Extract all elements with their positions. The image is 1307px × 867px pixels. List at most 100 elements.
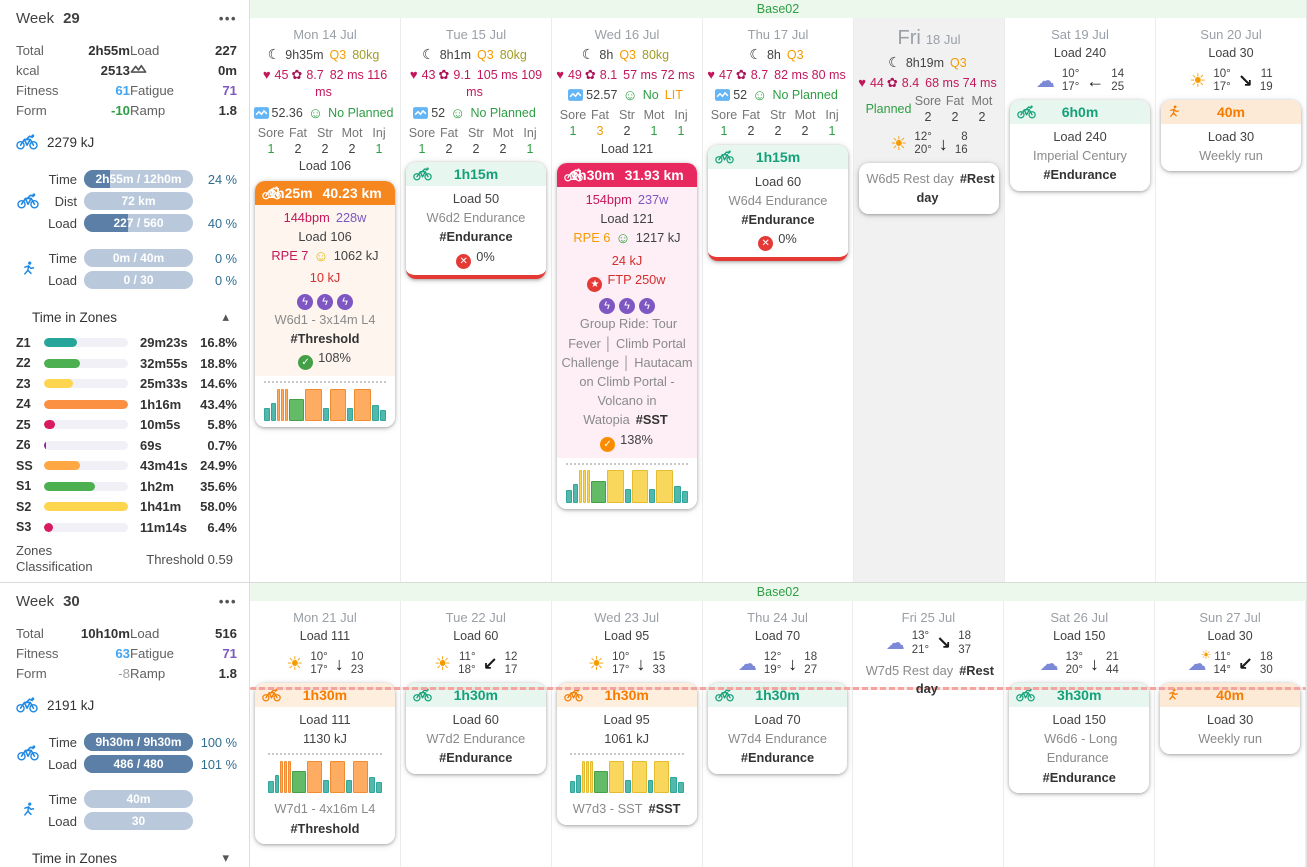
zone-time: 69s — [140, 437, 162, 453]
day-header-line: Load 150 — [1007, 628, 1151, 646]
workout-card[interactable]: 6h0m Load 240 Imperial Century #Endurance — [1010, 100, 1150, 191]
day-column: Fri 18 Jul ☾ 8h19m Q3 ♥ 44 ✿ 8.4 68 ms 74 ms Plann… — [854, 18, 1005, 582]
workout-card[interactable]: 1h25m 40.23 km 144bpm 228w Load 106 RPE 7 ☺ 106… — [255, 180, 395, 428]
target-bar-text: 0m / 40m — [112, 251, 165, 265]
time-in-zones-header[interactable]: Time in Zones ▾ — [16, 850, 237, 866]
card-line: ✓ 138% — [561, 430, 693, 452]
zone-row: S3 11m14s 6.4% — [16, 520, 237, 535]
day-column: Sat 19 Jul Load 240 ☁ 10° 17° ← 14 25 6h0m Load 2… — [1005, 18, 1156, 582]
workout-card[interactable]: 1h30m Load 95 1061 kJ W7d3 - SST #SST — [556, 683, 697, 825]
workout-card[interactable]: 40m Load 30 Weekly run — [1160, 683, 1301, 755]
profile-bar — [323, 779, 329, 794]
text-segment: #Endurance — [439, 750, 513, 766]
week-menu-button[interactable]: ••• — [218, 594, 237, 609]
wellness-labels: Sore Fat Str Mot Inj — [560, 107, 695, 123]
temp-low: 10° — [612, 650, 630, 663]
wind-speed: 12 17 — [505, 651, 518, 679]
runner-icon — [22, 261, 35, 277]
wellness-value: 2 — [445, 141, 453, 156]
wellness-labels: Sore Fat Str Mot Inj — [711, 107, 846, 123]
week-number: 29 — [63, 10, 80, 27]
text-segment: Q3 — [786, 48, 804, 62]
temperature-range: 10° 17° — [1062, 68, 1079, 96]
zone-row: S2 1h41m 58.0% — [16, 499, 237, 514]
card-line: W6d4 Endurance — [712, 191, 844, 210]
workout-card[interactable]: 1h30m Load 70 W7d4 Endurance #Endurance — [707, 683, 848, 774]
weather-forecast: ☁ 12° 19° ↓ 18 27 — [706, 651, 850, 679]
card-duration: 1h30m — [570, 167, 615, 184]
rest-day-text: W6d5 Rest day #Rest day — [863, 169, 995, 207]
time-in-zones-header[interactable]: Time in Zones ▴ — [16, 309, 237, 325]
wind-avg: 10 — [350, 650, 364, 663]
text-segment: 9h35m — [285, 48, 324, 62]
zone-percent: 24.9% — [200, 458, 237, 473]
weather-forecast: ☀ 12° 20° ↓ 8 16 — [857, 131, 1001, 159]
zone-percent: 6.4% — [207, 519, 237, 535]
stat-label: Load — [130, 626, 160, 641]
rest-day-card[interactable]: W6d5 Rest day #Rest day — [859, 163, 999, 214]
wind-gust: 44 — [1106, 664, 1119, 677]
zone-percent: 43.4% — [200, 396, 237, 412]
text-segment: 0% — [778, 231, 797, 247]
text-segment: Load 30 — [1208, 46, 1254, 60]
profile-target-line — [569, 753, 684, 756]
target-bar-percent: 0 % — [214, 272, 237, 288]
text-segment: 80kg — [499, 48, 527, 62]
temperature-range: 11° 14° — [1213, 651, 1230, 679]
text-segment: 8.1 — [599, 67, 618, 82]
moon-icon: ☾ — [581, 46, 595, 62]
card-line: #Endurance — [712, 210, 844, 229]
day-header-line: ☾ 8h Q3 80kg — [555, 45, 699, 65]
workout-card[interactable]: 1h30m Load 60 W7d2 Endurance #Endurance — [405, 683, 546, 774]
day-title: Thu 24 Jul — [747, 610, 808, 625]
profile-bar — [593, 771, 608, 794]
bike-icon — [17, 745, 39, 761]
text-segment: W7d3 - SST — [572, 801, 643, 817]
text-segment: RPE 6 — [573, 230, 611, 246]
target-bar-group: Time 40m Load 30 — [16, 786, 237, 834]
workout-card[interactable]: 1h15m Load 60 W6d4 Endurance #Endurance ✕ 0% — [708, 144, 848, 262]
plan-banner[interactable]: Base02 — [250, 0, 1306, 18]
rest-day-text[interactable]: W7d5 Rest day #Rest day — [856, 662, 1000, 699]
text-segment: #SST — [648, 801, 681, 817]
sun-icon: ☀ — [1200, 647, 1212, 662]
text-segment: RPE 7 — [271, 247, 309, 263]
text-segment: 8.7 — [750, 67, 769, 82]
heart-rate-icon: ♥ — [409, 66, 418, 82]
wellness-value: 2 — [978, 110, 986, 125]
stat-value: 1.8 — [218, 666, 237, 681]
smiley-happy-icon: ☺ — [450, 104, 466, 122]
workout-card[interactable]: 1h30m Load 111 1130 kJ W7d1 - 4x16m L4 #Thre… — [255, 683, 395, 844]
wind-avg: 18 — [1259, 650, 1273, 663]
workout-card[interactable]: 1h15m Load 50 W6d2 Endurance #Endurance ✕ 0% — [406, 162, 546, 279]
day-header-line: Sore Fat Str Mot Inj 1 3 2 1 1 — [555, 107, 699, 140]
workout-card[interactable]: 3h30m Load 150 W6d6 - Long Endurance #Endur… — [1009, 683, 1150, 793]
workout-profile-chart — [259, 748, 391, 800]
zone-bar-fill — [44, 522, 54, 532]
bike-icon — [1017, 105, 1036, 119]
wellness-value: 1 — [526, 141, 534, 156]
text-segment: W7d4 Endurance — [728, 731, 827, 747]
week-menu-button[interactable]: ••• — [218, 11, 237, 26]
zone-bar-fill — [44, 420, 55, 429]
bike-icon — [413, 167, 432, 181]
wellness-scores: Sore Fat Str Mot Inj 1 3 2 1 1 — [560, 107, 695, 140]
text-segment: 45 — [274, 67, 289, 82]
wellness-value: 1 — [418, 141, 426, 156]
card-line: Weekly run — [1164, 729, 1296, 748]
card-header: 1h30m 31.93 km — [557, 163, 697, 188]
card-line: ✕ 0% — [410, 247, 542, 269]
plan-banner[interactable]: Base02 — [250, 583, 1306, 601]
wellness-label: Fat — [439, 125, 459, 140]
stat-value: 227 — [214, 43, 237, 58]
zone-time: 43m41s — [140, 458, 188, 473]
text-segment: Q3 — [329, 48, 347, 62]
card-line: Load 150 — [1013, 710, 1145, 729]
temp-low: 13° — [1065, 650, 1084, 663]
workout-card[interactable]: 1h30m 31.93 km 154bpm 237w Load 121 RPE 6 ☺ 121… — [557, 163, 697, 509]
card-duration: 40m — [1216, 104, 1246, 121]
wellness-values: 1 2 2 2 1 — [258, 141, 393, 157]
temperature-range: 12° 20° — [914, 131, 931, 159]
profile-bars — [566, 465, 689, 503]
workout-card[interactable]: 40m Load 30 Weekly run — [1161, 100, 1301, 172]
